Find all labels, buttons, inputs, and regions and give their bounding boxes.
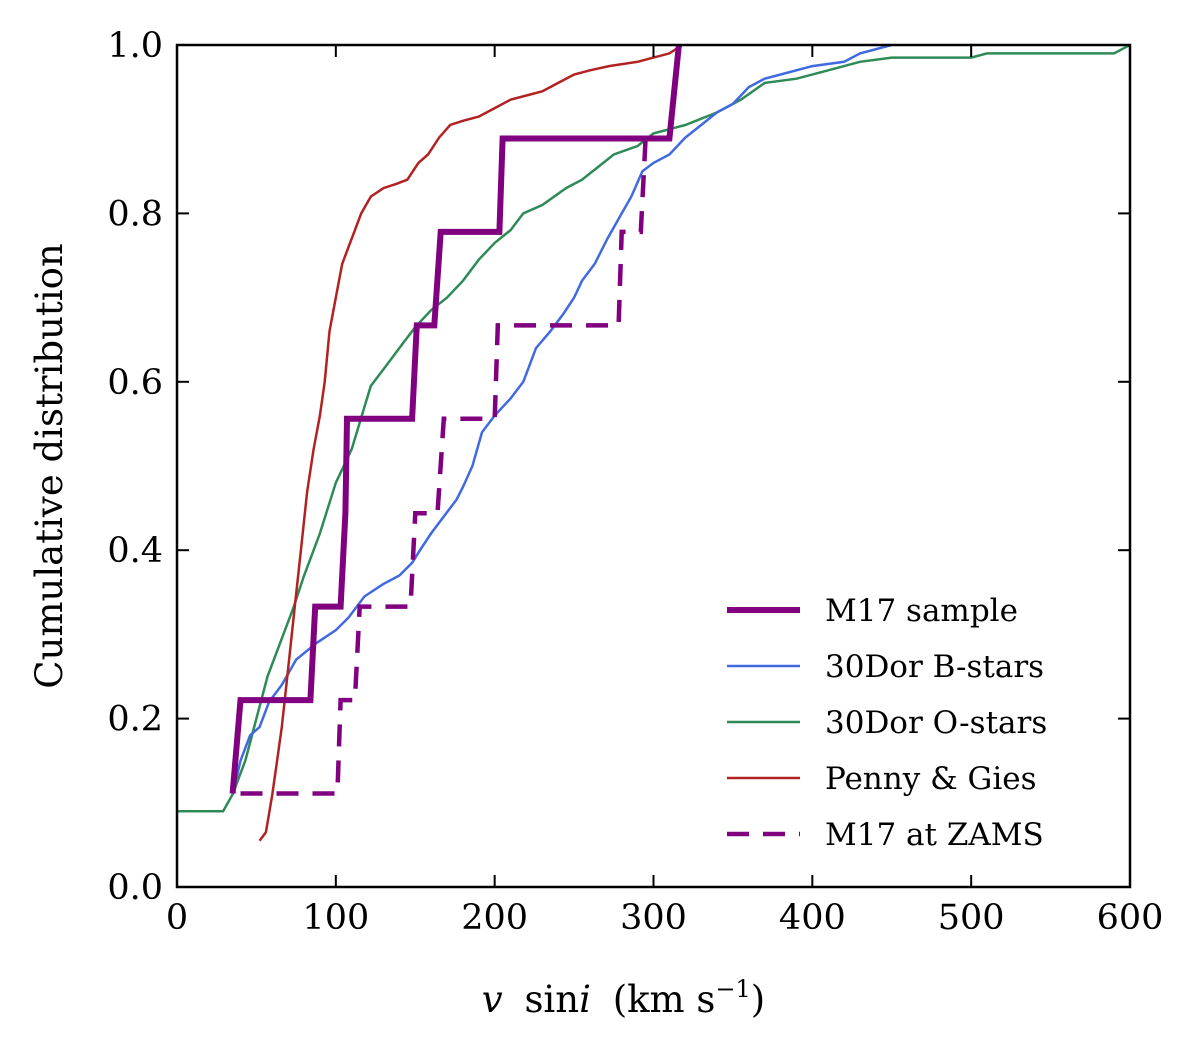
x-axis-title-close: ) — [751, 978, 765, 1021]
legend: M17 sample 30Dor B-stars 30Dor O-stars Penn… — [727, 593, 1047, 853]
x-axis-title-var: v — [482, 978, 503, 1021]
series-line-m17-sample — [229, 44, 682, 794]
y-tick-label: 1.0 — [107, 26, 163, 66]
legend-label-m17-at-zams: M17 at ZAMS — [825, 817, 1044, 853]
x-tick-label: 0 — [166, 898, 188, 938]
ticks-layer: 0 100 200 300 400 500 600 0.0 0.2 0.4 0.6 0.8 1.0 — [107, 26, 1163, 938]
y-tick-label: 0.0 — [107, 868, 163, 908]
x-tick-label: 600 — [1097, 898, 1164, 938]
x-axis-title: v sini (km s−1) — [482, 975, 765, 1021]
series-line-30dor-b-stars — [231, 43, 893, 795]
y-tick-label: 0.2 — [107, 700, 163, 740]
legend-label-30dor-b-stars: 30Dor B-stars — [825, 649, 1044, 685]
y-axis-title: Cumulative distribution — [28, 243, 71, 688]
series-line-penny-gies — [258, 43, 683, 842]
x-axis-title-exp: −1 — [715, 975, 750, 1003]
x-tick-label: 100 — [302, 898, 369, 938]
legend-label-30dor-o-stars: 30Dor O-stars — [825, 705, 1047, 741]
x-tick-label: 200 — [461, 898, 528, 938]
series-line-m17-at-zams — [240, 136, 654, 796]
plot-frame — [175, 43, 1132, 889]
x-axis-title-fn: sin — [524, 978, 579, 1021]
series-line-30dor-o-stars — [177, 43, 1130, 813]
y-tick-label: 0.4 — [107, 531, 163, 571]
y-tick-label: 0.6 — [107, 363, 163, 403]
x-tick-label: 400 — [779, 898, 846, 938]
x-axis-title-sub: i — [579, 978, 591, 1021]
y-tick-label: 0.8 — [107, 194, 163, 234]
series-layer — [177, 43, 1130, 842]
legend-label-penny-gies: Penny & Gies — [825, 761, 1037, 797]
x-axis-title-unit: (km s — [613, 978, 716, 1021]
x-tick-label: 300 — [620, 898, 687, 938]
x-tick-label: 500 — [938, 898, 1005, 938]
legend-label-m17-sample: M17 sample — [825, 593, 1018, 629]
